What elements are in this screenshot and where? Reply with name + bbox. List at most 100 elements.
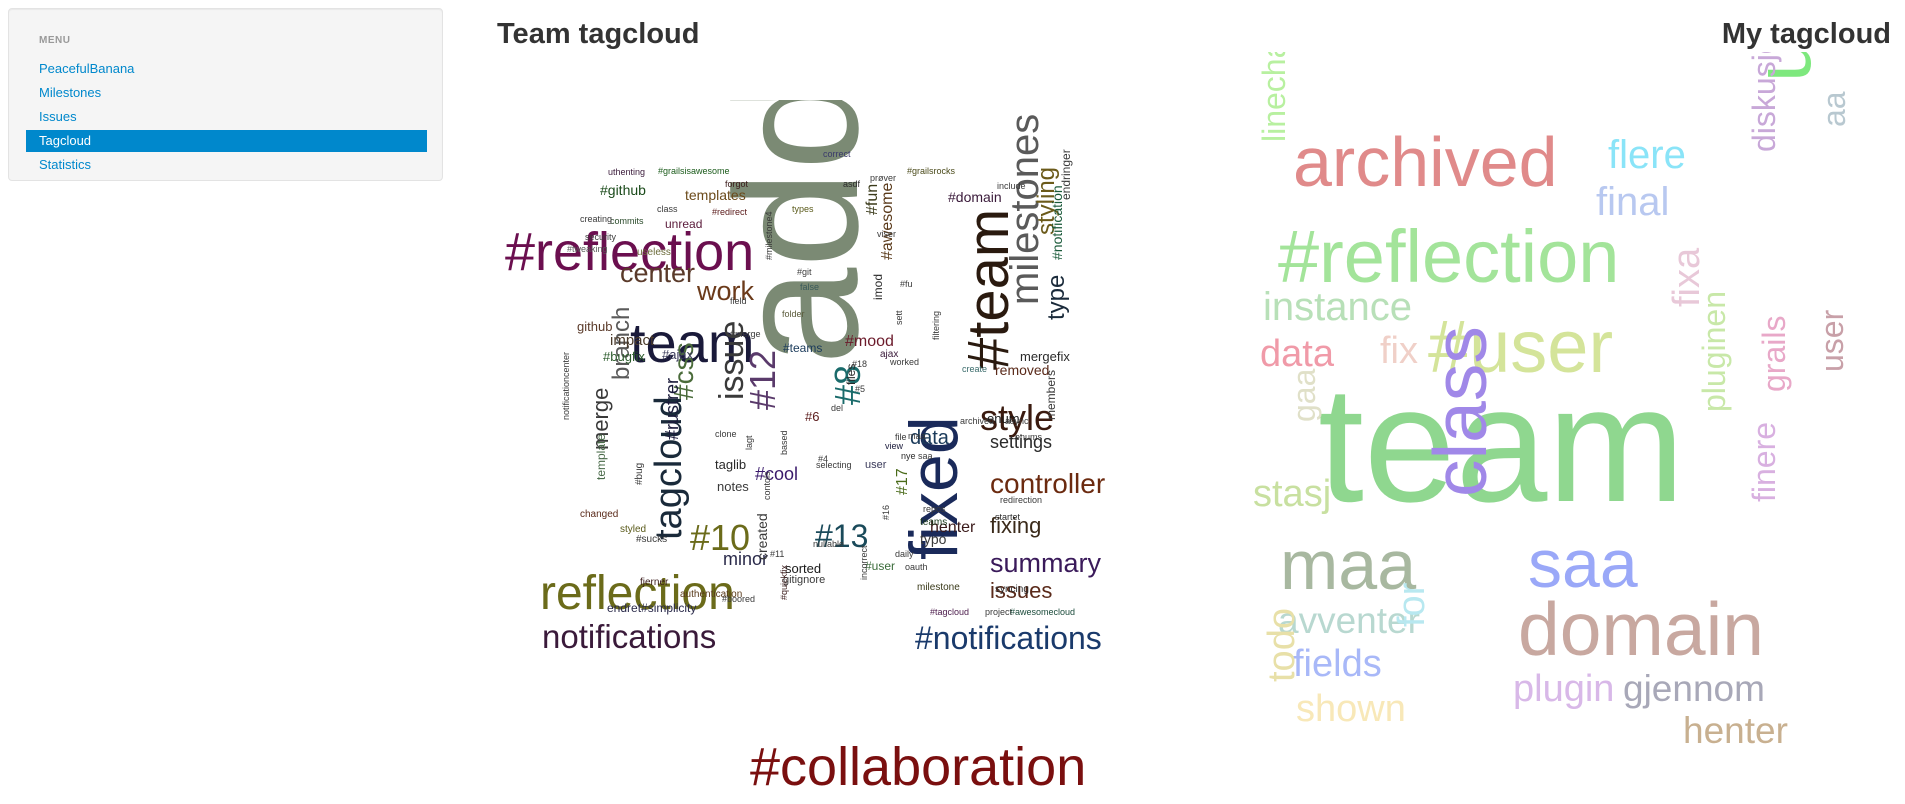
team-tagcloud-word: type bbox=[1043, 274, 1070, 320]
team-tagcloud-word: #16 bbox=[881, 504, 891, 520]
team-tagcloud-word: include bbox=[997, 181, 1026, 191]
team-tagcloud-word: #4 bbox=[818, 454, 829, 464]
team-tagcloud-word: filtering bbox=[931, 310, 941, 340]
team-tagcloud-word: #6 bbox=[805, 409, 820, 424]
team-tagcloud-word: #bugfix bbox=[603, 349, 645, 364]
team-tagcloud-word: center bbox=[620, 258, 696, 288]
nav-item-issues[interactable]: Issues bbox=[39, 109, 77, 124]
team-tagcloud-word: #13 bbox=[815, 518, 869, 554]
my-tagcloud-title: My tagcloud bbox=[1721, 18, 1891, 50]
team-tagcloud-word: selecting bbox=[816, 460, 852, 470]
team-tagcloud-word: useless bbox=[637, 247, 671, 258]
team-tagcloud-word: #quickfix bbox=[779, 564, 789, 600]
team-tagcloud-word: #5 bbox=[855, 384, 866, 394]
my-tagcloud-word: stasj bbox=[1253, 473, 1332, 515]
team-tagcloud-word: viser bbox=[877, 229, 897, 239]
my-tagcloud-word: team bbox=[1318, 352, 1685, 536]
team-tagcloud-word: issues bbox=[990, 578, 1053, 603]
team-tagcloud-word: #boored bbox=[722, 594, 756, 604]
team-tagcloud-word: team bbox=[630, 311, 755, 374]
team-tagcloud-word: folder bbox=[782, 309, 805, 319]
team-tagcloud-word: taglib bbox=[715, 457, 747, 472]
team-tagcloud-word: #11 bbox=[770, 549, 785, 559]
team-tagcloud-word: lagt bbox=[744, 435, 754, 450]
team-tagcloud-word: async bbox=[1005, 416, 1029, 426]
nav-item-statistics[interactable]: Statistics bbox=[39, 157, 92, 172]
team-tagcloud-word: view bbox=[885, 441, 904, 451]
my-tagcloud-word: archived bbox=[1293, 123, 1558, 201]
team-tagcloud-word: #reflection bbox=[505, 222, 755, 282]
team-tagcloud-word: based bbox=[779, 430, 789, 455]
my-tagcloud-word: user bbox=[1814, 309, 1850, 372]
team-tagcloud-word: #awesome bbox=[879, 182, 896, 260]
nav-item-tagcloud[interactable]: Tagcloud bbox=[26, 130, 427, 152]
team-tagcloud-word: summary bbox=[990, 548, 1102, 578]
team-tagcloud-word: style bbox=[980, 397, 1055, 438]
team-tagcloud-word: changed bbox=[580, 509, 619, 520]
team-tagcloud-word: mergefix bbox=[1020, 349, 1070, 364]
team-tagcloud-word: fixing bbox=[990, 513, 1042, 538]
my-tagcloud-word: gjennom bbox=[1623, 668, 1765, 709]
team-tagcloud-word: oauth bbox=[905, 562, 928, 572]
team-tagcloud-word: sett bbox=[894, 310, 904, 325]
team-tagcloud-word: security bbox=[585, 232, 617, 242]
team-tagcloud-word: #grailsrocks bbox=[907, 166, 956, 176]
my-tagcloud-word: flere bbox=[1608, 133, 1686, 177]
team-tagcloud-word: typo bbox=[920, 531, 947, 547]
my-tagcloud-word: todo bbox=[1261, 608, 1303, 682]
team-tagcloud-word: #rustrer bbox=[662, 377, 682, 440]
team-tagcloud-word: henter bbox=[930, 519, 976, 536]
team-tagcloud-word: created bbox=[754, 513, 770, 560]
team-tagcloud-word: milestone bbox=[917, 582, 960, 593]
team-tagcloud-word: data bbox=[910, 427, 949, 449]
team-tagcloud-word: startet bbox=[995, 512, 1021, 522]
team-tagcloud-word: #ajax bbox=[662, 347, 694, 362]
nav-item-milestones[interactable]: Milestones bbox=[39, 85, 102, 100]
team-tagcloud-word: #17 bbox=[894, 468, 911, 495]
nav-item-peacefulbanana[interactable]: PeacefulBanana bbox=[39, 61, 135, 76]
team-tagcloud-word: notificationcenter bbox=[561, 351, 571, 420]
my-tagcloud-word: diskusjon bbox=[1746, 52, 1782, 152]
my-tagcloud-word: aa bbox=[1816, 91, 1852, 127]
team-tagcloud-word: #12 bbox=[742, 349, 783, 410]
team-tagcloud-word: #collaboration bbox=[750, 737, 1087, 790]
team-tagcloud-word: commits bbox=[610, 216, 644, 226]
team-tagcloud-word: #user bbox=[865, 559, 896, 573]
team-tagcloud-word: notes bbox=[717, 479, 749, 494]
team-tagcloud-word: class bbox=[657, 204, 678, 214]
team-tagcloud-word: template bbox=[594, 433, 608, 480]
team-tagcloud-word: #github bbox=[600, 182, 646, 198]
my-tagcloud-word: #reflection bbox=[1278, 215, 1620, 298]
team-tagcloud-word: teams bbox=[920, 517, 948, 528]
team-tagcloud-word: imod bbox=[871, 273, 885, 300]
team-tagcloud-word: #teams bbox=[783, 341, 823, 355]
team-tagcloud-word: maa bbox=[908, 431, 926, 441]
team-tagcloud: added #reflection #collaboration fixed #team… bbox=[500, 100, 1160, 790]
team-tagcloud-word: uthenting bbox=[608, 167, 646, 177]
team-tagcloud-word: create bbox=[962, 364, 988, 374]
team-tagcloud-word: project bbox=[985, 607, 1013, 617]
team-tagcloud-word: types bbox=[792, 204, 814, 214]
my-tagcloud-word: saa bbox=[1528, 526, 1638, 602]
my-tagcloud-word: for bbox=[1391, 582, 1433, 627]
team-tagcloud-word: impact bbox=[610, 332, 655, 349]
team-tagcloud-word: endringer bbox=[1059, 149, 1073, 200]
my-tagcloud-word: fields bbox=[1293, 643, 1382, 685]
team-tagcloud-word: notifications bbox=[542, 618, 717, 655]
my-tagcloud-word: class bbox=[1418, 326, 1502, 497]
team-tagcloud-word: work bbox=[697, 276, 755, 306]
team-tagcloud-word: contols bbox=[762, 471, 772, 500]
team-tagcloud-word: controller bbox=[990, 468, 1106, 499]
team-tagcloud-title: Team tagcloud bbox=[497, 18, 700, 50]
my-tagcloud-word: gaa bbox=[1286, 368, 1322, 422]
my-tagcloud-word: henter bbox=[1683, 710, 1788, 751]
my-tagcloud-word: pluginen bbox=[1696, 291, 1732, 412]
team-tagcloud-word: false bbox=[800, 282, 820, 292]
team-tagcloud-word: enum bbox=[987, 411, 1020, 426]
team-tagcloud-word: field bbox=[730, 296, 747, 306]
team-tagcloud-word: removed bbox=[995, 362, 1050, 378]
team-tagcloud-word: #git bbox=[797, 267, 812, 277]
team-tagcloud-word: #18 bbox=[852, 359, 868, 369]
team-tagcloud-word: #bug bbox=[634, 462, 645, 485]
team-tagcloud-word: #grailsisawesome bbox=[658, 166, 730, 176]
